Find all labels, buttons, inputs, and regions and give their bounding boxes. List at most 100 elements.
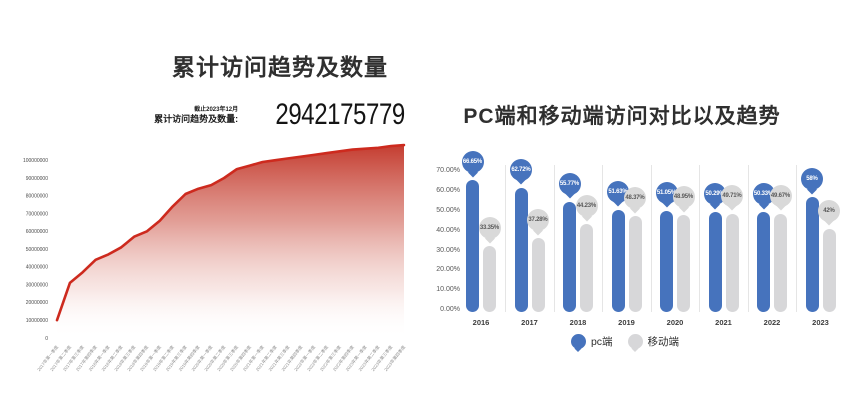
balloon-value-label: 44.23% [576,203,597,210]
y-axis-tick-label: 10.00% [436,286,460,294]
value-balloon-mobile: 42% [818,199,840,226]
balloon-value-label: 51.63% [608,188,628,195]
balloon-pointer [824,215,834,226]
value-balloon-pc: 50.33% [752,183,775,210]
balloon-value-label: 51.05% [656,189,677,196]
balloon-value-label: 55.77% [559,180,580,187]
balloon-pointer [758,199,769,210]
balloon-value-label: 49.67% [770,192,791,199]
balloon-value-label: 62.72% [511,166,531,173]
legend-marker-mobile-icon [627,334,643,352]
bar-pc [660,210,673,312]
stat-asof-note: 截止2023年12月 [194,106,239,113]
value-balloon-mobile: 48.95% [672,186,695,213]
balloon-value-label: 42% [823,207,835,214]
balloon-pointer [630,203,640,214]
bar-pc [611,209,625,312]
value-balloon-pc: 55.77% [558,172,581,199]
value-balloon-pc: 62.72% [510,158,532,185]
cumulative-visits-panel: 累计访问趋势及数量 截止2023年12月 累计访问趋势及数量: 29421757… [23,54,408,373]
value-balloon-mobile: 49.67% [769,184,792,211]
bar-mobile [725,213,739,312]
group-divider [699,165,701,312]
cumulative-area-chart: 0 10000000 20000000 30000000 40000000 5000000… [23,143,408,373]
balloon-value-label: 49.71% [722,192,742,199]
balloon-value-label: 37.28% [528,217,548,224]
area-fill [57,145,404,338]
bar-mobile [580,224,593,312]
bar-pc [805,197,819,312]
y-axis-tick-label: 40.00% [436,226,460,234]
balloon-pointer [775,200,786,211]
balloon-pointer [710,199,720,210]
group-divider [650,165,652,312]
balloon-value-label: 50.33% [753,191,774,198]
y-axis-tick-label: 50.00% [436,207,460,214]
bar-mobile [531,238,545,312]
value-balloon-mobile: 33.35% [478,217,501,243]
group-divider [505,165,507,312]
bar-pc [708,212,722,312]
x-axis-year-label: 2023 [812,318,829,327]
balloon-pointer [727,200,737,211]
value-balloon-pc: 50.29% [704,183,726,210]
y-axis-tick-label: 70000000 [26,211,48,217]
x-axis-year-label: 2020 [666,318,684,327]
legend-item-pc: pc端 [570,334,613,352]
balloon-pointer [807,184,817,195]
legend-label: 移动端 [647,336,680,348]
x-axis-year-label: 2021 [715,318,732,327]
balloon-pointer [516,174,526,185]
legend-marker-pc-icon [570,334,586,352]
y-axis-tick-label: 30.00% [436,246,460,254]
y-axis-tick-label: 40000000 [26,265,48,271]
balloon-pointer [564,188,575,199]
y-axis-tick-label: 60000000 [26,229,48,235]
x-axis-year-label: 2019 [618,318,635,327]
balloon-value-label: 58% [806,176,818,183]
group-divider [553,165,555,312]
value-balloon-pc: 66.65% [461,151,484,177]
legend-item-mobile: 移动端 [627,334,680,352]
value-balloon-pc: 51.63% [607,180,629,207]
y-axis-tick-label: 20.00% [436,266,460,274]
value-balloon-mobile: 48.37% [624,187,646,214]
y-axis-tick-label: 20000000 [26,300,48,306]
y-axis-tick-label: 80000000 [26,194,48,200]
value-balloon-mobile: 37.28% [527,209,549,236]
y-axis-tick-label: 10000000 [26,318,48,324]
x-axis-year-label: 2017 [521,318,538,327]
value-balloon-pc: 51.05% [655,181,678,208]
y-axis-tick-label: 70.00% [436,167,460,175]
balloon-pointer [581,211,592,222]
area-line [55,143,406,322]
balloon-value-label: 48.37% [625,195,645,202]
stat-label: 累计访问趋势及数量: [154,114,239,125]
x-axis-year-label: 2018 [569,318,587,327]
y-axis-tick-label: 60.00% [436,187,460,195]
legend-label: pc端 [590,336,613,348]
balloon-pointer [467,167,478,177]
balloon-pointer [661,197,672,208]
cumulative-stat: 截止2023年12月 累计访问趋势及数量: 2942175779 [154,98,406,131]
group-divider [602,165,604,312]
stat-value: 2942175779 [275,98,406,131]
bar-pc [757,212,770,312]
y-axis-tick-label: 100000000 [23,158,48,164]
bar-pc [514,187,528,312]
y-axis-tick-label: 0.00% [440,306,460,313]
chart-legend: pc端 移动端 [412,334,838,352]
y-axis-tick-label: 90000000 [26,176,48,182]
pc-mobile-panel: PC端和移动端访问对比以及趋势 0.00% 10.00% 20.00% 30.00% 4… [426,0,852,411]
left-chart-title: 累计访问趋势及数量 [172,54,388,81]
balloon-pointer [533,225,543,236]
bar-mobile [628,216,642,312]
balloon-value-label: 48.95% [673,194,694,201]
group-divider [796,165,798,312]
y-axis-tick-label: 50000000 [26,247,48,253]
cumulative-stat-labels: 截止2023年12月 累计访问趋势及数量: [154,107,238,130]
x-axis-year-label: 2022 [763,318,781,327]
balloon-pointer [678,202,689,213]
y-axis-tick-label: 0 [45,336,48,342]
